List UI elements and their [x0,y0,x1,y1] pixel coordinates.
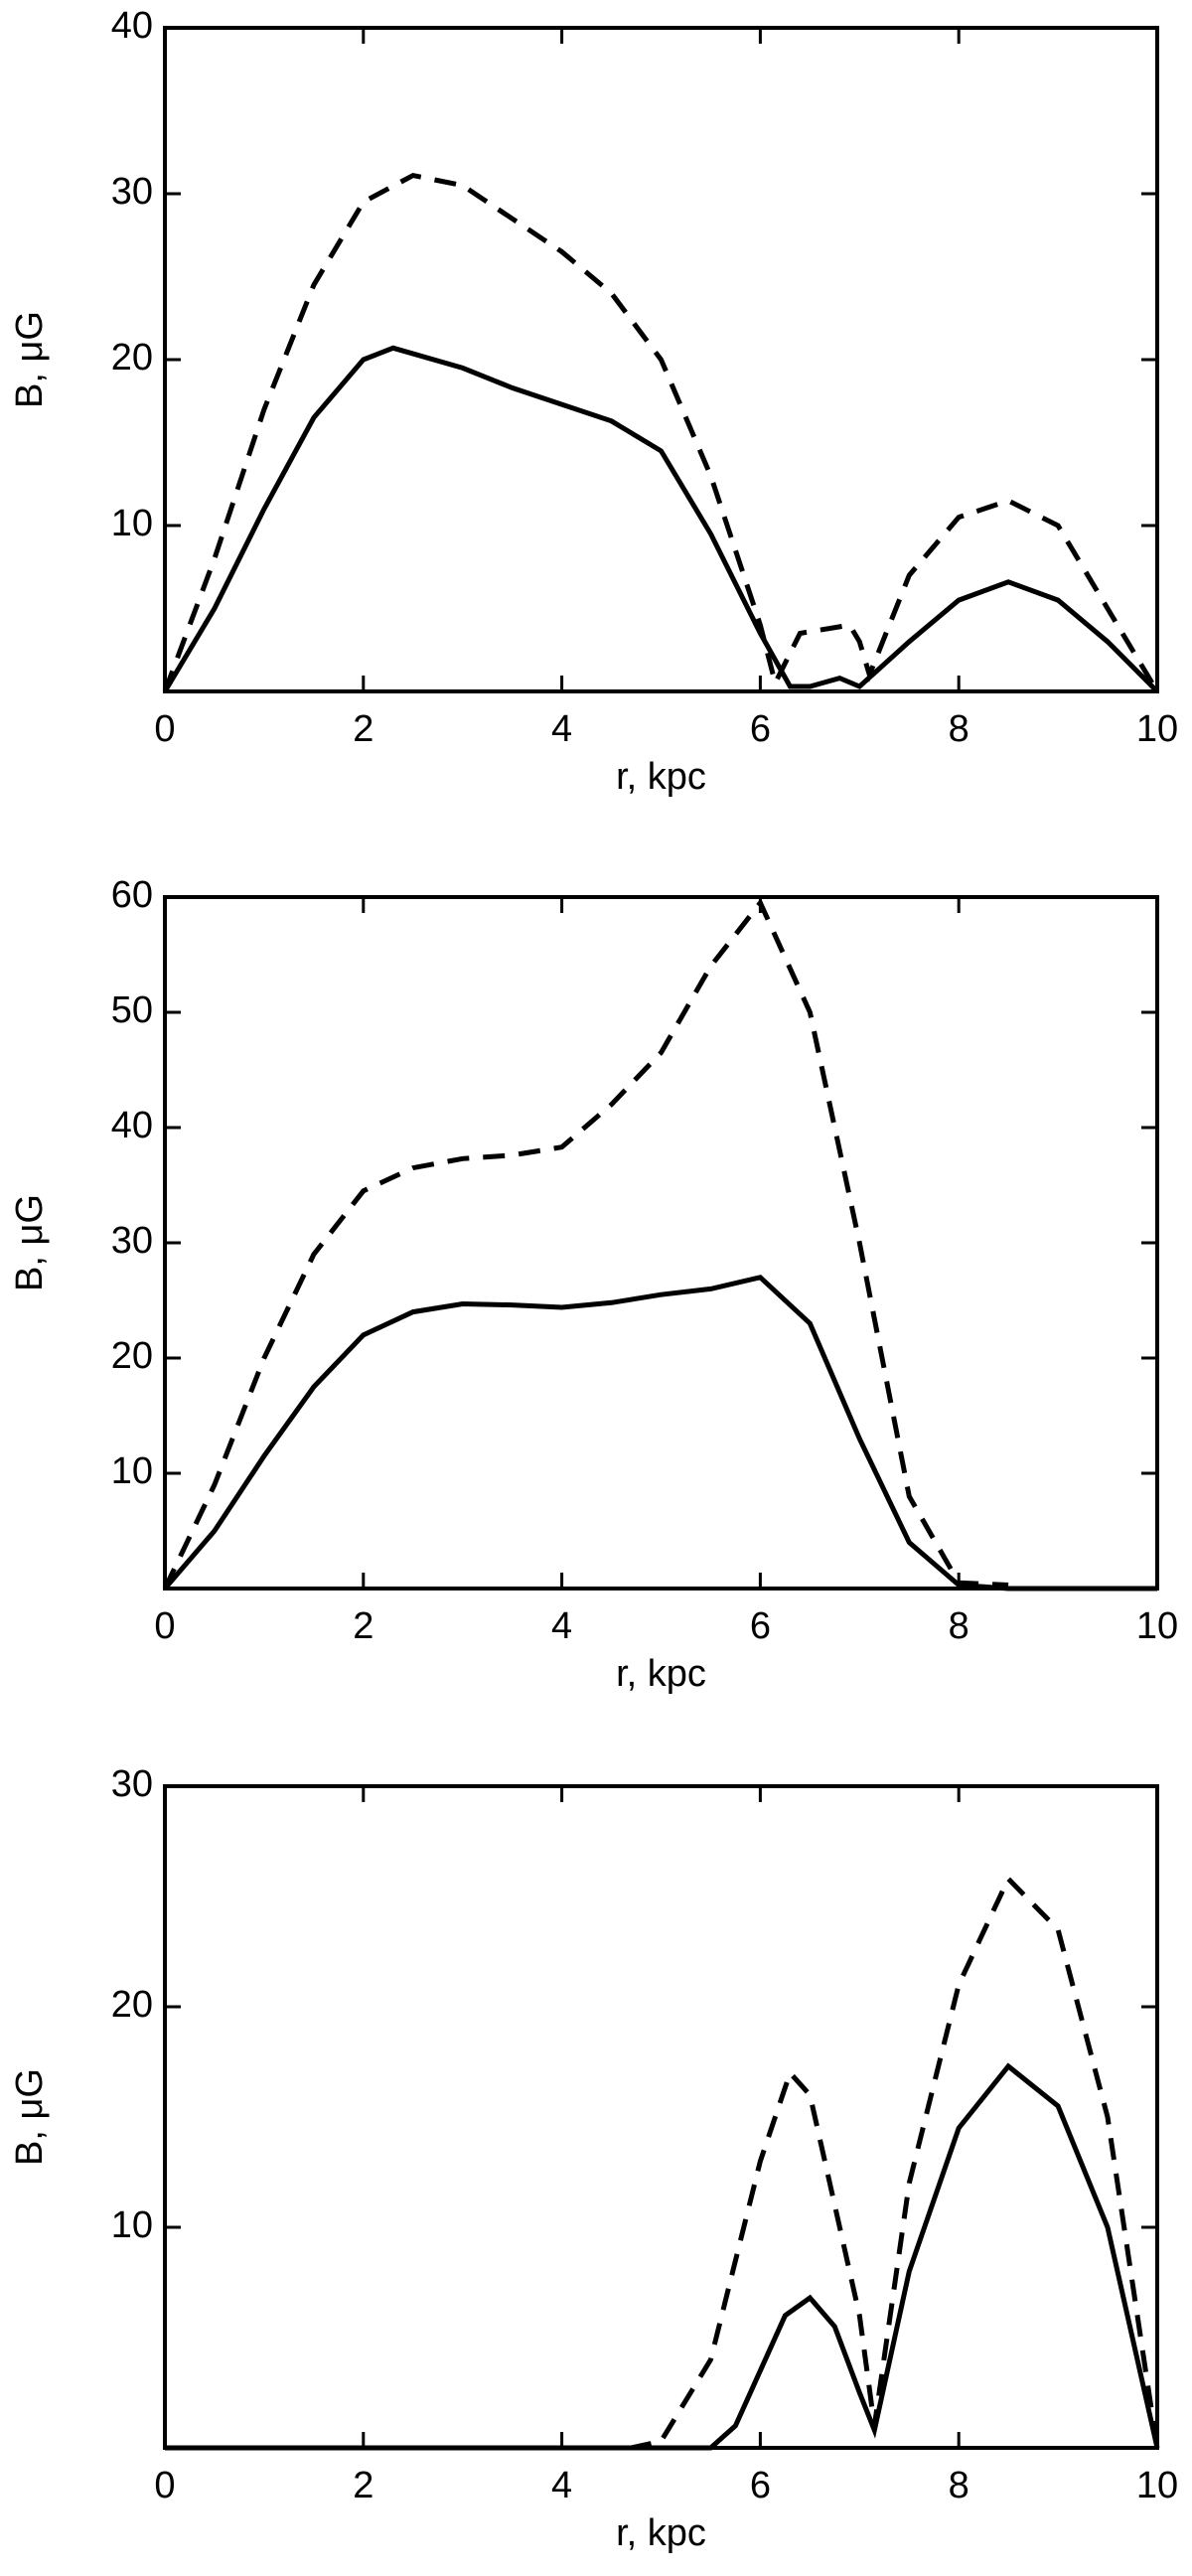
y-tick-label: 30 [111,1220,153,1262]
y-tick-label: 30 [111,1763,153,1805]
y-axis-label: B, μG [9,1194,51,1291]
x-tick-label: 6 [750,1605,771,1647]
x-tick-label: 10 [1136,1605,1178,1647]
data-line [162,898,1009,1591]
x-tick-label: 2 [353,1605,373,1647]
x-tick-label: 0 [154,708,175,750]
x-tick-label: 6 [750,708,771,750]
x-tick-label: 8 [949,2465,969,2506]
x-tick-label: 10 [1136,2465,1178,2506]
x-tick-label: 6 [750,2465,771,2506]
y-tick-label: 20 [111,1335,153,1377]
y-tick-label: 40 [111,1105,153,1146]
data-line [165,1874,1160,2451]
y-axis-label: B, μG [9,2068,51,2166]
plot-frame [163,1784,1159,2450]
data-line [162,172,1160,693]
x-tick-label: 0 [154,2465,175,2506]
x-tick-label: 4 [551,1605,572,1647]
y-tick-label: 30 [111,171,153,213]
data-line [163,1275,1157,1591]
x-tick-label: 2 [353,708,373,750]
y-tick-label: 40 [111,5,153,47]
data-line [162,345,1159,693]
y-tick-label: 50 [111,989,153,1031]
x-axis-label: r, kpc [616,2512,706,2554]
y-axis-label: B, μG [9,311,51,408]
y-tick-label: 20 [111,337,153,379]
plot-frame [163,895,1159,1591]
y-tick-label: 60 [111,874,153,916]
data-line [165,2062,1160,2451]
x-axis-label: r, kpc [616,1653,706,1695]
x-axis-label: r, kpc [616,756,706,798]
x-tick-label: 2 [353,2465,373,2506]
y-tick-label: 10 [111,1450,153,1492]
x-tick-label: 8 [949,1605,969,1647]
x-tick-label: 4 [551,2465,572,2506]
y-tick-label: 10 [111,503,153,544]
y-tick-label: 20 [111,1984,153,2026]
x-tick-label: 0 [154,1605,175,1647]
x-tick-label: 4 [551,708,572,750]
x-tick-label: 10 [1136,708,1178,750]
x-tick-label: 8 [949,708,969,750]
y-tick-label: 10 [111,2204,153,2246]
